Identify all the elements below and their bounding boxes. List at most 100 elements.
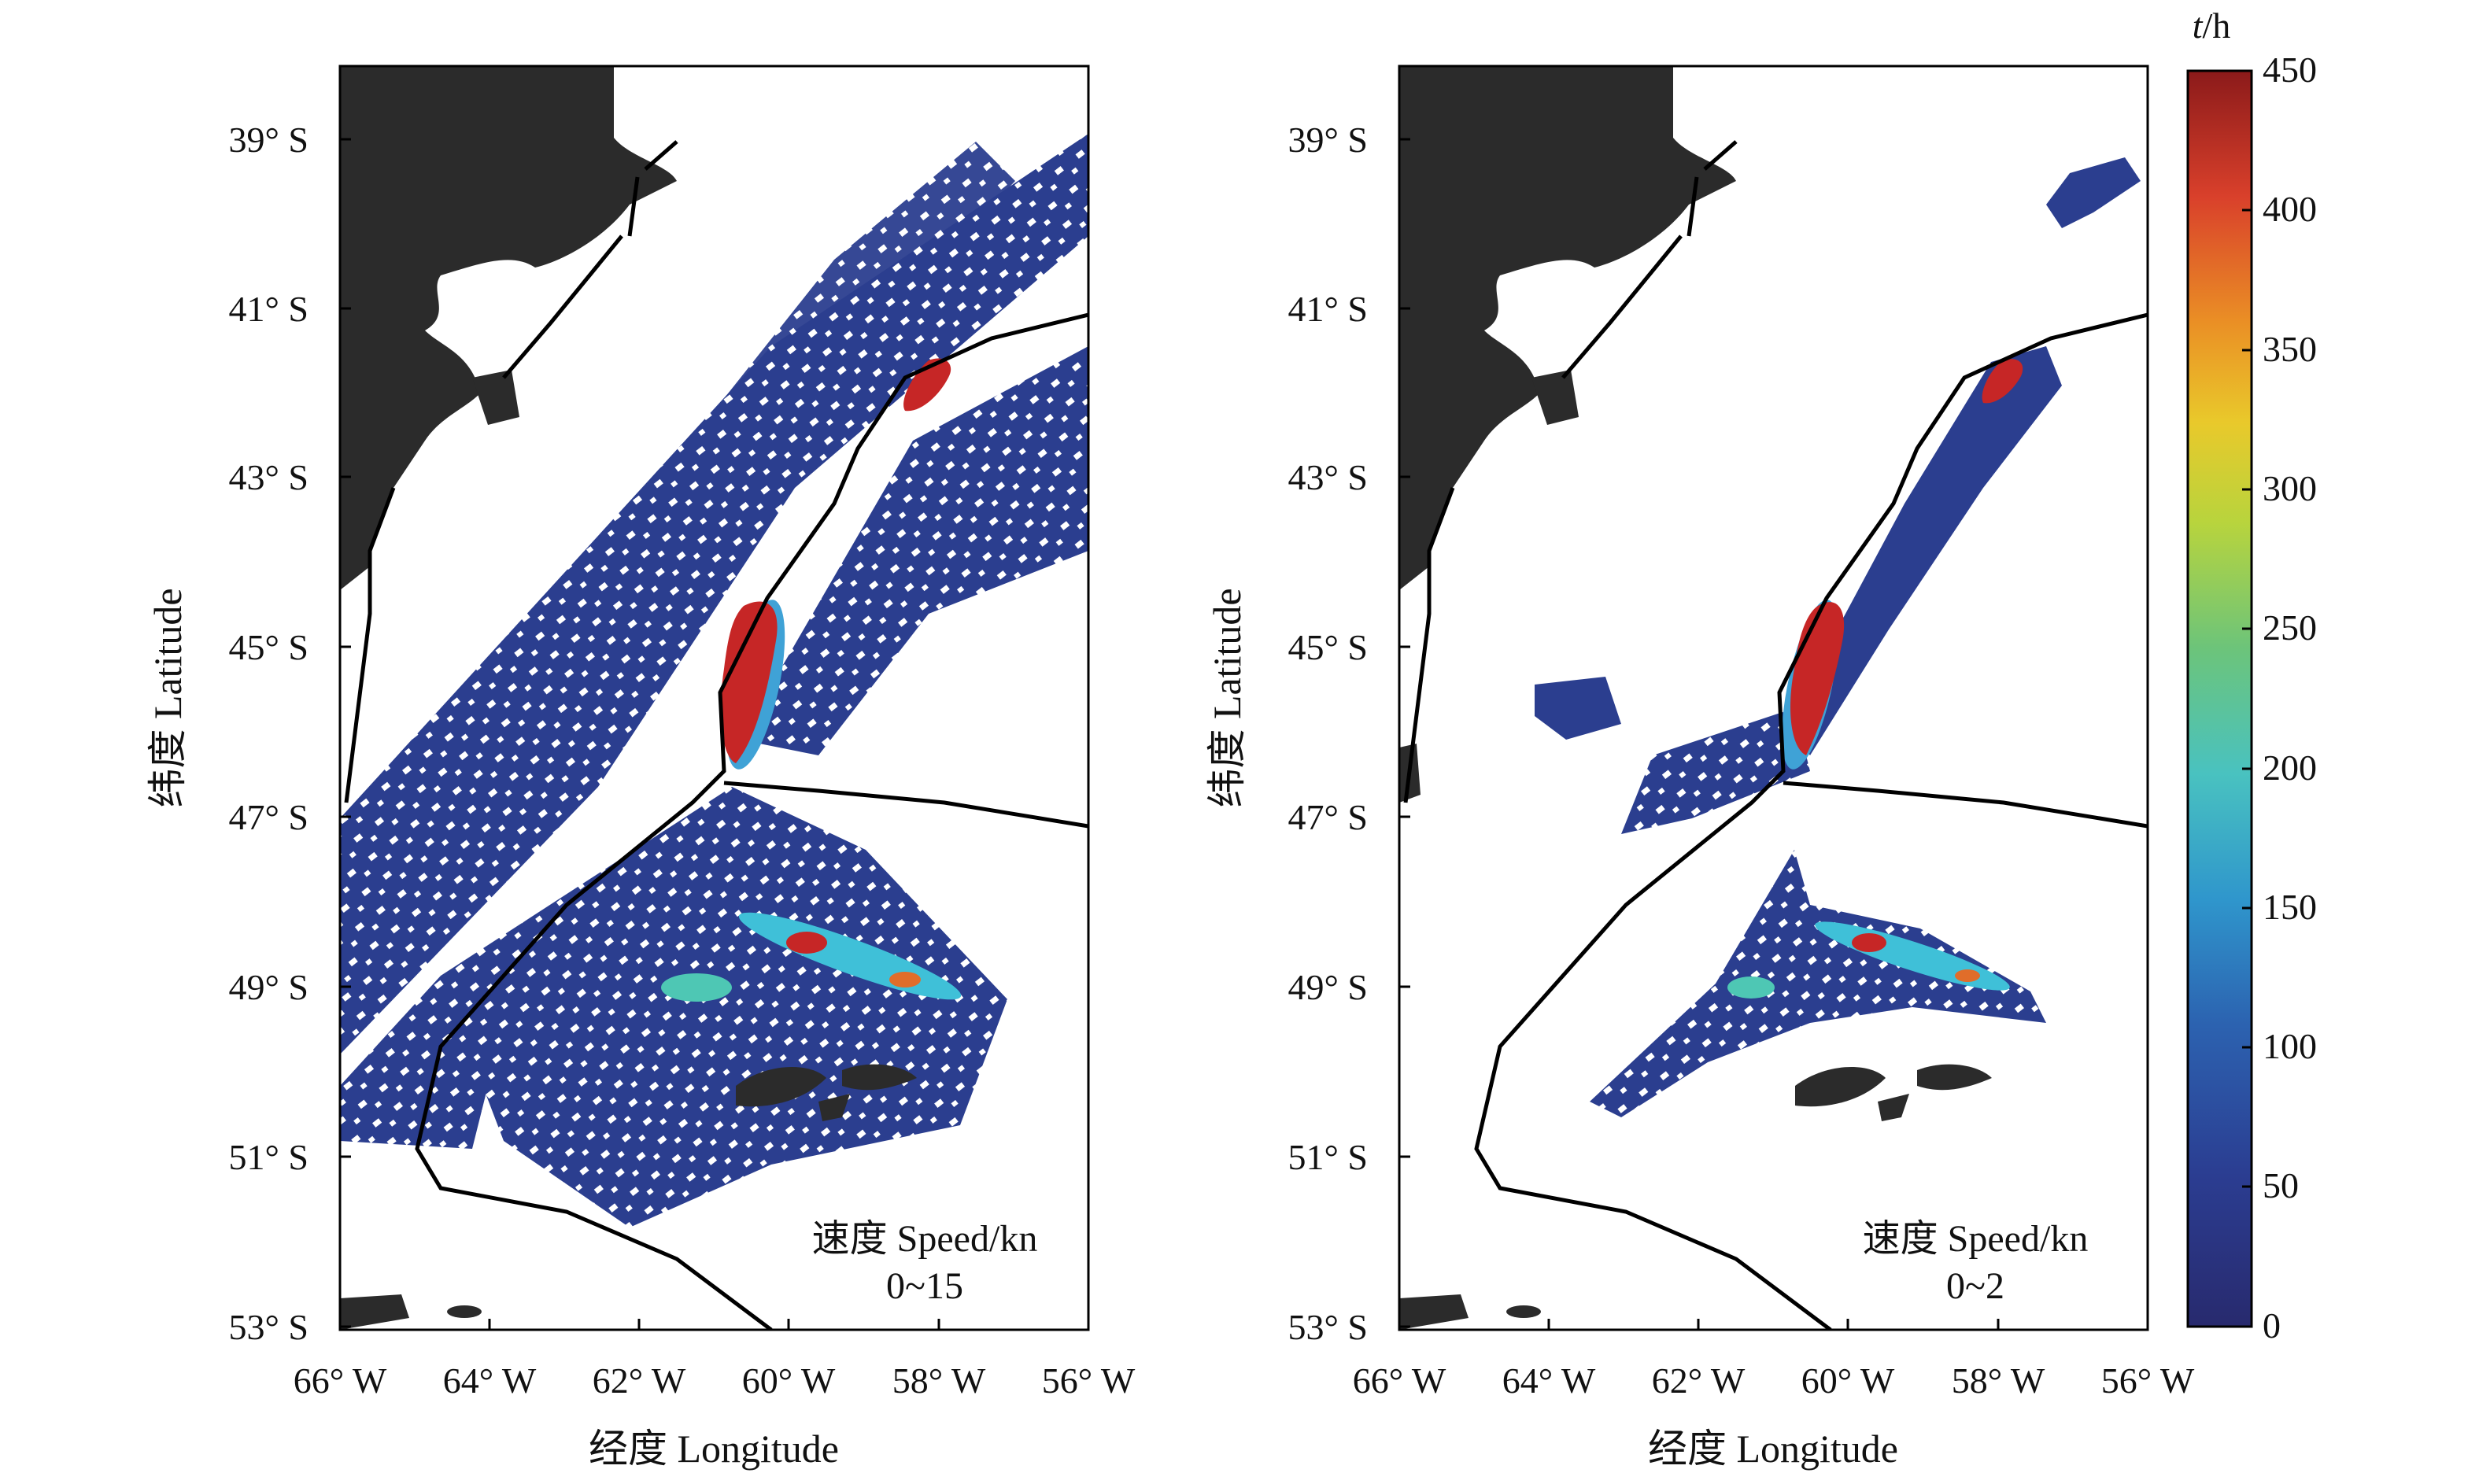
left-xlabel: 经度 Longitude bbox=[589, 1427, 839, 1471]
right-corridor-fan bbox=[1590, 850, 2046, 1117]
right-xlabel: 经度 Longitude bbox=[1648, 1427, 1898, 1471]
right-lon-tick-56: 56° W bbox=[2101, 1360, 2195, 1401]
left-land-islands-a bbox=[736, 1067, 826, 1107]
colorbar-tick-0: 0 bbox=[2263, 1305, 2281, 1346]
right-cluster-northeast bbox=[2046, 157, 2141, 228]
left-corridor-upper bbox=[441, 142, 1015, 771]
right-speed-note-range: 0~2 bbox=[1946, 1265, 2004, 1307]
right-land-peninsula bbox=[1531, 370, 1579, 425]
colorbar-tick-150: 150 bbox=[2263, 887, 2317, 927]
right-map-frame bbox=[1398, 65, 2149, 1331]
right-lon-tick-66: 66° W bbox=[1353, 1360, 1446, 1401]
left-lon-ticks: 66° W 64° W 62° W 60° W 58° W 56° W bbox=[294, 1319, 1136, 1401]
left-map-panel: 39° S 41° S 43° S 45° S 47° S 49° S 51° … bbox=[146, 65, 1136, 1471]
right-lon-tick-62: 62° W bbox=[1652, 1360, 1746, 1401]
right-map-content bbox=[1399, 66, 2148, 1330]
left-land-small-island bbox=[447, 1305, 482, 1318]
colorbar-ticks: 450 400 350 300 250 200 150 100 50 0 bbox=[2242, 50, 2317, 1346]
right-hotspot-north bbox=[1982, 359, 2023, 404]
left-land-islands-b bbox=[842, 1064, 917, 1091]
right-lon-ticks: 66° W 64° W 62° W 60° W 58° W 56° W bbox=[1353, 1319, 2195, 1401]
left-boundary-line-shelf bbox=[415, 312, 1088, 1330]
left-lat-tick-45: 45° S bbox=[229, 627, 308, 667]
colorbar-tick-250: 250 bbox=[2263, 607, 2317, 648]
left-corridor-east bbox=[740, 346, 1088, 755]
right-lon-tick-60: 60° W bbox=[1801, 1360, 1895, 1401]
right-lon-tick-58: 58° W bbox=[1952, 1360, 2045, 1401]
left-lon-tick-56: 56° W bbox=[1042, 1360, 1136, 1401]
right-lat-ticks: 39° S 41° S 43° S 45° S 47° S 49° S 51° … bbox=[1288, 120, 1410, 1347]
left-lon-tick-62: 62° W bbox=[593, 1360, 686, 1401]
right-lat-tick-49: 49° S bbox=[1288, 967, 1368, 1007]
right-cluster-west bbox=[1535, 677, 1621, 740]
left-corridor-main bbox=[340, 134, 1088, 1054]
right-land-islands-a bbox=[1795, 1067, 1886, 1107]
colorbar-tick-50: 50 bbox=[2263, 1165, 2299, 1205]
right-hotspot-fan-b bbox=[1955, 969, 1980, 982]
left-lat-tick-51: 51° S bbox=[229, 1137, 308, 1177]
right-land-islands-b bbox=[1917, 1064, 1992, 1091]
colorbar-tick-300: 300 bbox=[2263, 468, 2317, 508]
left-land-continent bbox=[340, 66, 677, 590]
right-hotspot-fan-a bbox=[1852, 933, 1886, 952]
right-mid-halo-west bbox=[1727, 976, 1775, 999]
right-map-panel: 39° S 41° S 43° S 45° S 47° S 49° S 51° … bbox=[1205, 65, 2195, 1471]
right-lat-tick-47: 47° S bbox=[1288, 797, 1368, 837]
left-mid-halo-west bbox=[661, 973, 732, 1002]
right-boundary-line-east bbox=[1783, 781, 2148, 829]
colorbar-tick-450: 450 bbox=[2263, 50, 2317, 90]
left-land-south-shore bbox=[340, 1294, 409, 1330]
left-speed-note-range: 0~15 bbox=[886, 1265, 963, 1307]
left-lat-tick-47: 47° S bbox=[229, 797, 308, 837]
left-land-peninsula bbox=[472, 370, 519, 425]
left-hotspot-shelf-break bbox=[720, 601, 778, 763]
left-boundary-line-coast bbox=[344, 140, 678, 803]
right-ylabel: 纬度 Latitude bbox=[1205, 588, 1249, 807]
right-lat-tick-53: 53° S bbox=[1288, 1307, 1368, 1347]
left-lat-tick-43: 43° S bbox=[229, 457, 308, 497]
colorbar: t/h 450 400 350 300 250 200 150 100 50 0 bbox=[2186, 6, 2317, 1346]
left-ylabel: 纬度 Latitude bbox=[146, 588, 190, 807]
right-lat-tick-51: 51° S bbox=[1288, 1137, 1368, 1177]
right-boundary-line-shelf bbox=[1474, 312, 2148, 1330]
left-lat-tick-41: 41° S bbox=[229, 289, 308, 329]
left-hotspot-fan-a bbox=[786, 932, 827, 954]
colorbar-tick-400: 400 bbox=[2263, 189, 2317, 229]
left-lat-tick-39: 39° S bbox=[229, 120, 308, 160]
right-lat-tick-39: 39° S bbox=[1288, 120, 1368, 160]
colorbar-tick-350: 350 bbox=[2263, 329, 2317, 369]
left-map-frame bbox=[338, 65, 1090, 1331]
right-land-continent bbox=[1399, 66, 1736, 590]
right-speed-note-label: 速度 Speed/kn bbox=[1863, 1218, 2089, 1260]
left-lon-tick-66: 66° W bbox=[294, 1360, 387, 1401]
right-lat-tick-45: 45° S bbox=[1288, 627, 1368, 667]
colorbar-unit-italic: t bbox=[2193, 6, 2204, 46]
right-fringe-diag bbox=[1621, 708, 1810, 834]
right-lat-tick-41: 41° S bbox=[1288, 289, 1368, 329]
left-lon-tick-64: 64° W bbox=[443, 1360, 537, 1401]
right-lon-tick-64: 64° W bbox=[1502, 1360, 1596, 1401]
colorbar-unit-rest: /h bbox=[2203, 6, 2231, 46]
left-hotspot-north bbox=[903, 358, 951, 412]
left-lat-tick-53: 53° S bbox=[229, 1307, 308, 1347]
left-lon-tick-58: 58° W bbox=[892, 1360, 986, 1401]
left-land-islands-c bbox=[818, 1094, 850, 1121]
colorbar-unit: t/h bbox=[2193, 6, 2231, 46]
right-land-small-island bbox=[1506, 1305, 1541, 1318]
right-lat-tick-43: 43° S bbox=[1288, 457, 1368, 497]
left-lat-tick-49: 49° S bbox=[229, 967, 308, 1007]
left-lon-tick-60: 60° W bbox=[742, 1360, 836, 1401]
left-speed-note-label: 速度 Speed/kn bbox=[812, 1218, 1038, 1260]
left-map-content bbox=[340, 66, 1088, 1330]
right-boundary-line-coast bbox=[1403, 140, 1738, 803]
left-lat-ticks: 39° S 41° S 43° S 45° S 47° S 49° S 51° … bbox=[229, 120, 351, 1347]
left-boundary-line-east bbox=[723, 781, 1088, 829]
right-corridor-north bbox=[1786, 346, 2062, 755]
colorbar-tick-100: 100 bbox=[2263, 1026, 2317, 1066]
right-land-islands-c bbox=[1878, 1094, 1909, 1121]
colorbar-gradient bbox=[2186, 69, 2253, 1328]
left-hotspot-fan-b bbox=[889, 972, 921, 987]
right-land-south-shore bbox=[1399, 1294, 1469, 1330]
colorbar-tick-200: 200 bbox=[2263, 748, 2317, 788]
